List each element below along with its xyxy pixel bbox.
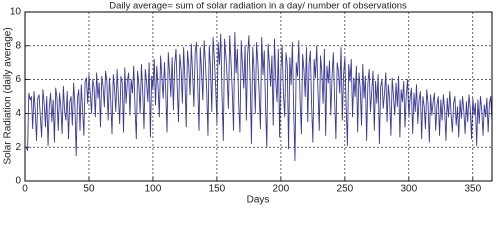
x-tick-label: 50 [83,184,95,195]
x-tick-label: 100 [145,184,162,195]
y-tick-label: 0 [15,176,21,187]
x-tick-label: 350 [464,184,481,195]
x-tick-label: 200 [273,184,290,195]
y-axis-label: Solar Radiation (daily average) [3,27,14,164]
y-tick-label: 6 [15,74,21,85]
plot-frame [24,11,493,182]
data-line [25,31,493,162]
page: {"chart_data": {"type": "line", "title":… [2,0,493,206]
x-tick-label: 300 [400,184,417,195]
x-tick-label: 150 [209,184,226,195]
chart-title: Daily average= sum of solar radiation in… [109,1,407,12]
y-tick-label: 4 [15,108,21,119]
x-tick-label: 0 [22,184,28,195]
x-tick-label: 250 [337,184,354,195]
y-tick-label: 10 [10,7,22,18]
chart: Daily average= sum of solar radiation in… [3,1,493,206]
y-tick-label: 2 [15,142,21,153]
x-axis-label: Days [247,195,270,206]
y-tick-label: 8 [15,40,21,51]
